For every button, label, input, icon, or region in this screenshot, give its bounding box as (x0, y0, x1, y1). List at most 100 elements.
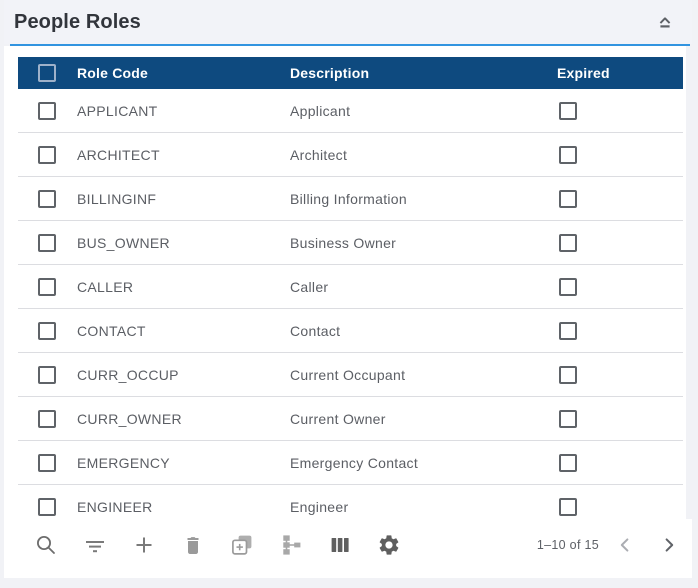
description-cell: Architect (290, 146, 348, 163)
role-code-cell: BUS_OWNER (77, 234, 170, 251)
description-cell: Billing Information (290, 190, 407, 207)
expired-cell (557, 365, 683, 384)
table-toolbar: 1–10 of 15 (18, 519, 683, 571)
search-icon (34, 533, 58, 557)
pagination: 1–10 of 15 (537, 533, 683, 557)
row-select-cell (18, 321, 77, 340)
column-header-description[interactable]: Description (290, 65, 370, 81)
expired-cell (557, 145, 683, 164)
expired-checkbox[interactable] (559, 497, 577, 516)
expired-checkbox[interactable] (559, 101, 577, 120)
table-row[interactable]: BUS_OWNER Business Owner (18, 221, 683, 265)
row-select-cell (18, 409, 77, 428)
row-select-checkbox[interactable] (38, 497, 56, 516)
expired-checkbox[interactable] (559, 189, 577, 208)
description-cell: Applicant (290, 102, 351, 119)
row-select-cell (18, 145, 77, 164)
settings-button[interactable] (377, 533, 401, 557)
copy-add-icon (230, 533, 254, 557)
expired-checkbox[interactable] (559, 453, 577, 472)
collapse-up-icon (654, 11, 676, 33)
table-header-row: Role Code Description Expired (18, 57, 683, 89)
expired-cell (557, 497, 683, 516)
search-button[interactable] (34, 533, 58, 557)
duplicate-button[interactable] (230, 533, 254, 557)
role-code-cell: CONTACT (77, 322, 146, 339)
chevron-right-icon (657, 533, 681, 557)
hierarchy-icon (279, 533, 303, 557)
role-code-cell: EMERGENCY (77, 454, 170, 471)
expired-checkbox[interactable] (559, 321, 577, 340)
row-select-cell (18, 101, 77, 120)
column-header-role-code[interactable]: Role Code (77, 65, 149, 81)
page-title: People Roles (14, 10, 141, 33)
table-row[interactable]: CALLER Caller (18, 265, 683, 309)
panel-header: People Roles (4, 0, 692, 44)
table-row[interactable]: EMERGENCY Emergency Contact (18, 441, 683, 485)
expired-cell (557, 409, 683, 428)
scrollbar-gutter (686, 46, 692, 519)
next-page-button[interactable] (657, 533, 681, 557)
columns-icon (328, 533, 352, 557)
header-select-cell (18, 64, 77, 82)
filter-icon (83, 533, 107, 557)
chevron-left-icon (613, 533, 637, 557)
row-select-checkbox[interactable] (38, 189, 56, 208)
table-row[interactable]: ARCHITECT Architect (18, 133, 683, 177)
row-select-checkbox[interactable] (38, 365, 56, 384)
row-select-checkbox[interactable] (38, 145, 56, 164)
columns-button[interactable] (328, 533, 352, 557)
expired-cell (557, 277, 683, 296)
expired-checkbox[interactable] (559, 277, 577, 296)
table-row[interactable]: CONTACT Contact (18, 309, 683, 353)
pagination-status: 1–10 of 15 (536, 538, 599, 552)
table-row[interactable]: CURR_OWNER Current Owner (18, 397, 683, 441)
row-select-checkbox[interactable] (38, 409, 56, 428)
row-select-cell (18, 497, 77, 516)
filter-button[interactable] (83, 533, 107, 557)
table-row[interactable]: BILLINGINF Billing Information (18, 177, 683, 221)
accent-divider (10, 44, 690, 46)
table-row[interactable]: APPLICANT Applicant (18, 89, 683, 133)
plus-icon (132, 533, 156, 557)
expired-cell (557, 453, 683, 472)
collapse-panel-button[interactable] (652, 9, 678, 35)
delete-button[interactable] (181, 533, 205, 557)
row-select-cell (18, 189, 77, 208)
people-roles-panel: Role Code Description Expired APPLICANT … (4, 46, 692, 578)
expired-checkbox[interactable] (559, 365, 577, 384)
description-cell: Emergency Contact (290, 454, 419, 471)
role-code-cell: ENGINEER (77, 498, 153, 515)
role-code-cell: BILLINGINF (77, 190, 157, 207)
role-code-cell: CURR_OWNER (77, 410, 182, 427)
row-select-cell (18, 233, 77, 252)
role-code-cell: ARCHITECT (77, 146, 160, 163)
role-code-cell: CURR_OCCUP (77, 366, 179, 383)
select-all-checkbox[interactable] (38, 64, 56, 82)
expired-checkbox[interactable] (559, 233, 577, 252)
expired-checkbox[interactable] (559, 409, 577, 428)
add-button[interactable] (132, 533, 156, 557)
expired-cell (557, 233, 683, 252)
description-cell: Current Owner (290, 410, 386, 427)
description-cell: Business Owner (290, 234, 397, 251)
row-select-cell (18, 277, 77, 296)
previous-page-button[interactable] (613, 533, 637, 557)
row-select-checkbox[interactable] (38, 277, 56, 296)
hierarchy-button[interactable] (279, 533, 303, 557)
role-code-cell: CALLER (77, 278, 134, 295)
description-cell: Caller (290, 278, 329, 295)
expired-cell (557, 321, 683, 340)
row-select-cell (18, 453, 77, 472)
row-select-checkbox[interactable] (38, 233, 56, 252)
description-cell: Contact (290, 322, 341, 339)
toolbar-actions (18, 533, 401, 557)
expired-checkbox[interactable] (559, 145, 577, 164)
column-header-expired[interactable]: Expired (557, 65, 610, 81)
row-select-cell (18, 365, 77, 384)
table-body: APPLICANT Applicant ARCHITECT Architect (18, 89, 683, 529)
table-row[interactable]: CURR_OCCUP Current Occupant (18, 353, 683, 397)
row-select-checkbox[interactable] (38, 321, 56, 340)
row-select-checkbox[interactable] (38, 453, 56, 472)
row-select-checkbox[interactable] (38, 101, 56, 120)
